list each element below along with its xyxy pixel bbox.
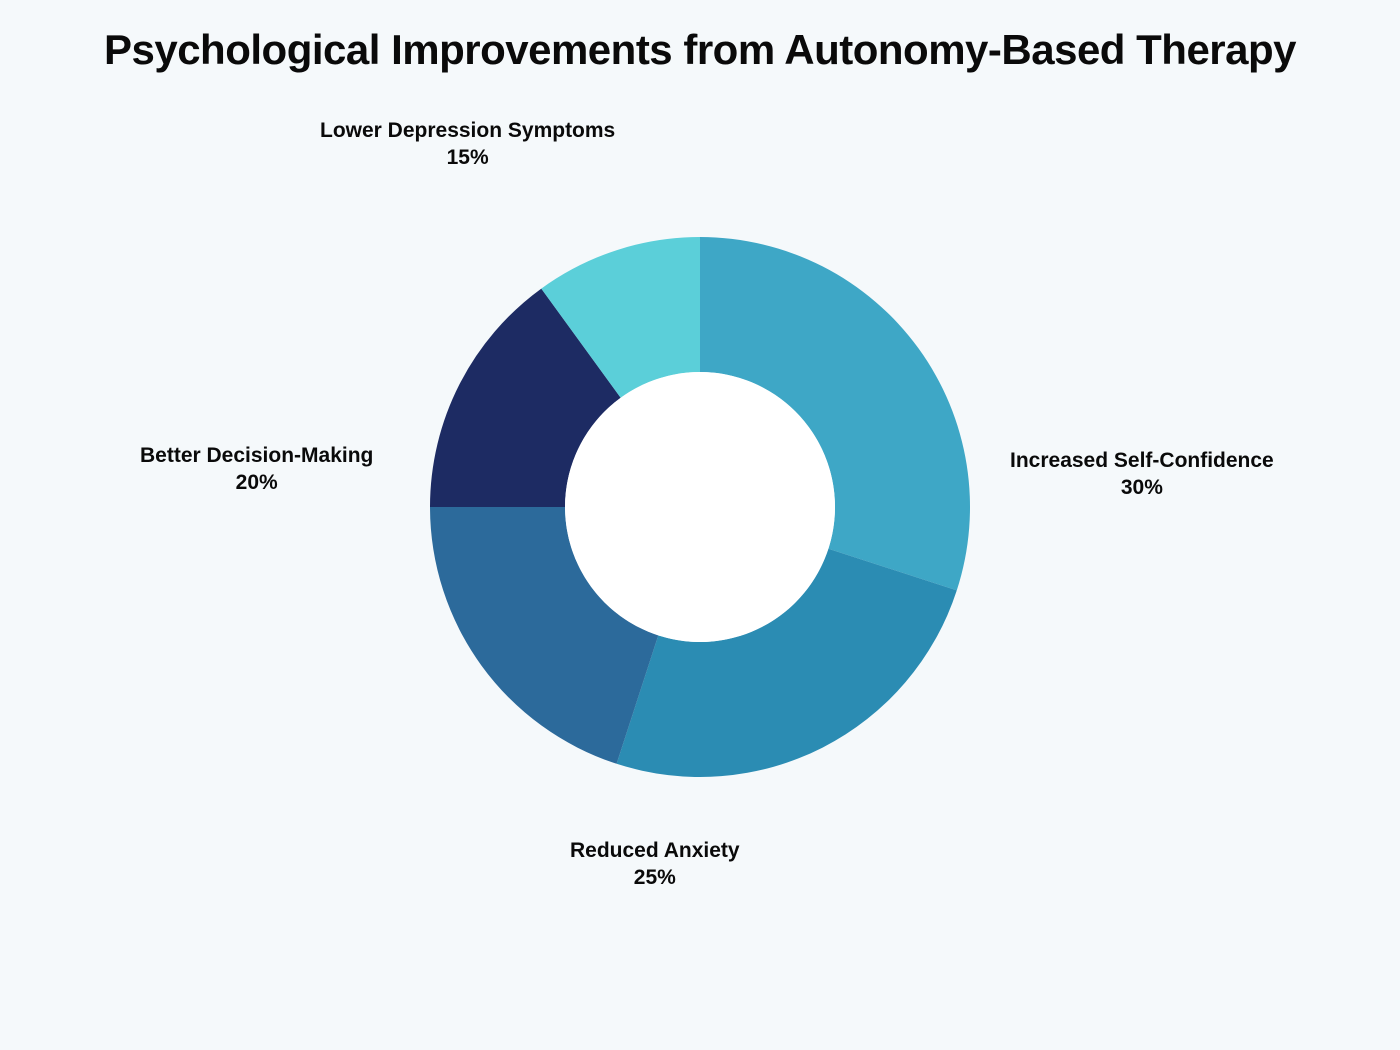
slice-label-name: Increased Self-Confidence bbox=[1010, 447, 1274, 474]
page: Psychological Improvements from Autonomy… bbox=[0, 0, 1400, 1050]
donut-hole bbox=[565, 372, 835, 642]
slice-label-pct: 15% bbox=[320, 144, 615, 171]
donut-chart bbox=[430, 237, 970, 777]
slice-label-pct: 25% bbox=[570, 864, 740, 891]
slice-label-pct: 20% bbox=[140, 469, 373, 496]
slice-label-name: Reduced Anxiety bbox=[570, 837, 740, 864]
chart-area: Increased Self-Confidence30%Reduced Anxi… bbox=[150, 117, 1250, 897]
chart-title: Psychological Improvements from Autonomy… bbox=[104, 24, 1296, 77]
slice-label: Reduced Anxiety25% bbox=[570, 837, 740, 892]
slice-label: Lower Depression Symptoms15% bbox=[320, 117, 615, 172]
slice-label-name: Better Decision-Making bbox=[140, 442, 373, 469]
slice-label: Increased Self-Confidence30% bbox=[1010, 447, 1274, 502]
slice-label-pct: 30% bbox=[1010, 474, 1274, 501]
slice-label-name: Lower Depression Symptoms bbox=[320, 117, 615, 144]
slice-label: Better Decision-Making20% bbox=[140, 442, 373, 497]
